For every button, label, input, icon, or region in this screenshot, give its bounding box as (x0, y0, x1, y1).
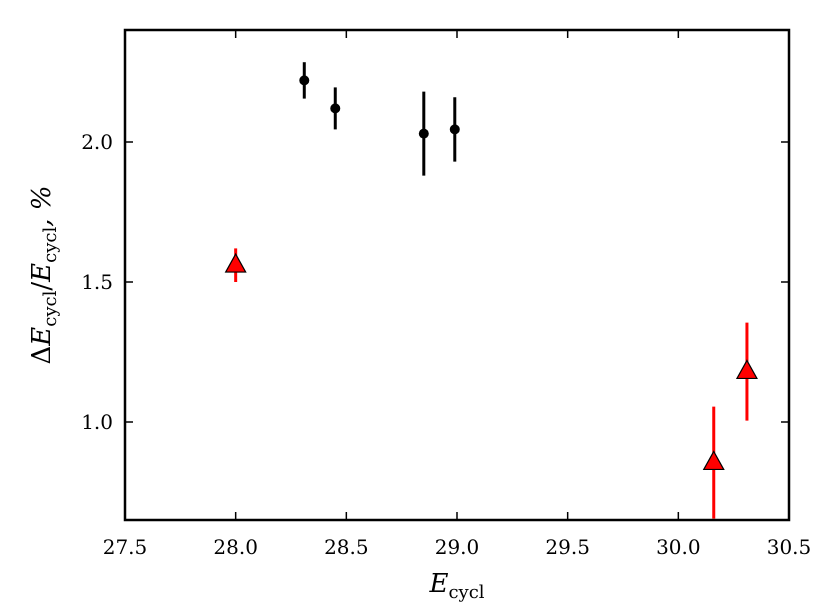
x-tick-label: 29.0 (435, 535, 480, 559)
y-tick-label: 2.0 (81, 130, 113, 154)
data-point-triangle (224, 252, 247, 273)
data-point-circle (330, 103, 341, 114)
plot-frame (123, 28, 791, 522)
y-tick-label: 1.0 (81, 410, 113, 434)
x-tick-label: 30.0 (656, 535, 701, 559)
y-tick-label: 1.5 (81, 270, 113, 294)
y-tick-labels: 1.0 1.5 2.0 (81, 130, 113, 434)
data-point-circle (418, 128, 429, 139)
data-point-circle (449, 124, 460, 135)
data-marks (224, 62, 758, 519)
x-tick-label: 28.5 (324, 535, 369, 559)
y-axis-label: ΔEcycl/Ecycl, % (27, 186, 61, 365)
axis-ticks (124, 30, 790, 520)
x-tick-label: 29.5 (545, 535, 590, 559)
x-tick-label: 28.0 (213, 535, 258, 559)
data-point-triangle (735, 359, 758, 380)
x-tick-label: 27.5 (103, 535, 148, 559)
data-point-triangle (702, 450, 725, 471)
x-axis-label: Ecycl (428, 569, 484, 603)
x-tick-labels: 27.5 28.0 28.5 29.0 29.5 30.0 30.5 (103, 535, 812, 559)
data-point-circle (299, 75, 310, 86)
x-tick-label: 30.5 (767, 535, 812, 559)
